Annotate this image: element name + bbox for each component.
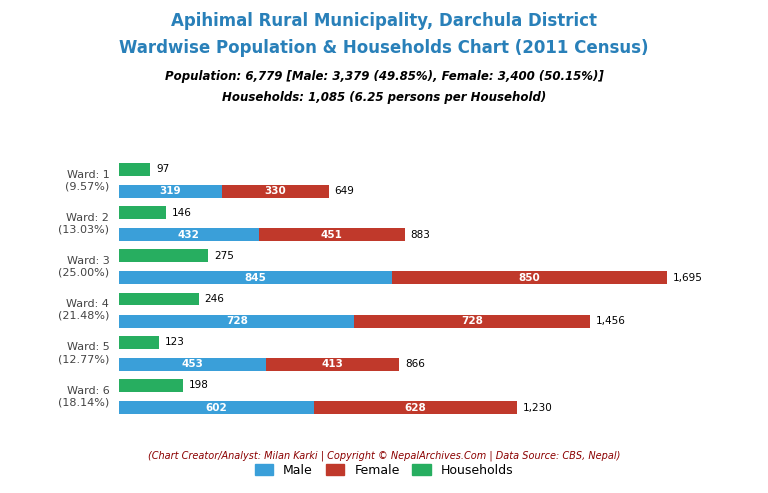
Text: 649: 649 bbox=[335, 186, 355, 196]
Text: 728: 728 bbox=[462, 316, 483, 326]
Bar bbox=[119, 379, 183, 392]
Text: 146: 146 bbox=[172, 208, 192, 217]
Bar bbox=[259, 228, 405, 241]
Text: 1,456: 1,456 bbox=[596, 316, 626, 326]
Text: 866: 866 bbox=[405, 359, 425, 369]
Bar bbox=[266, 358, 399, 371]
Text: 275: 275 bbox=[214, 251, 233, 261]
Text: 97: 97 bbox=[156, 164, 170, 175]
Bar bbox=[119, 228, 259, 241]
Text: 850: 850 bbox=[519, 273, 541, 283]
Text: 883: 883 bbox=[410, 230, 430, 240]
Text: 330: 330 bbox=[265, 186, 286, 196]
Bar bbox=[392, 271, 667, 284]
Bar bbox=[119, 249, 208, 262]
Text: 628: 628 bbox=[405, 402, 426, 413]
Legend: Male, Female, Households: Male, Female, Households bbox=[250, 459, 518, 482]
Text: 319: 319 bbox=[160, 186, 181, 196]
Text: 602: 602 bbox=[206, 402, 227, 413]
Bar bbox=[119, 292, 199, 306]
Bar bbox=[119, 206, 166, 219]
Text: 246: 246 bbox=[204, 294, 224, 304]
Text: 1,695: 1,695 bbox=[673, 273, 703, 283]
Text: 123: 123 bbox=[164, 337, 184, 347]
Text: 451: 451 bbox=[321, 230, 343, 240]
Text: 432: 432 bbox=[178, 230, 200, 240]
Text: 845: 845 bbox=[245, 273, 266, 283]
Bar bbox=[119, 401, 313, 414]
Bar bbox=[313, 401, 517, 414]
Text: Wardwise Population & Households Chart (2011 Census): Wardwise Population & Households Chart (… bbox=[119, 39, 649, 58]
Bar bbox=[119, 358, 266, 371]
Text: Population: 6,779 [Male: 3,379 (49.85%), Female: 3,400 (50.15%)]: Population: 6,779 [Male: 3,379 (49.85%),… bbox=[164, 70, 604, 83]
Bar bbox=[119, 336, 159, 349]
Bar bbox=[355, 315, 590, 327]
Text: (Chart Creator/Analyst: Milan Karki | Copyright © NepalArchives.Com | Data Sourc: (Chart Creator/Analyst: Milan Karki | Co… bbox=[147, 451, 621, 461]
Bar bbox=[119, 185, 222, 198]
Bar bbox=[119, 163, 151, 176]
Text: Apihimal Rural Municipality, Darchula District: Apihimal Rural Municipality, Darchula Di… bbox=[171, 12, 597, 31]
Text: 728: 728 bbox=[226, 316, 248, 326]
Bar bbox=[222, 185, 329, 198]
Text: 1,230: 1,230 bbox=[522, 402, 552, 413]
Text: 413: 413 bbox=[321, 359, 343, 369]
Text: Households: 1,085 (6.25 persons per Household): Households: 1,085 (6.25 persons per Hous… bbox=[222, 91, 546, 104]
Bar bbox=[119, 315, 355, 327]
Text: 453: 453 bbox=[181, 359, 204, 369]
Bar bbox=[119, 271, 392, 284]
Text: 198: 198 bbox=[189, 381, 209, 390]
